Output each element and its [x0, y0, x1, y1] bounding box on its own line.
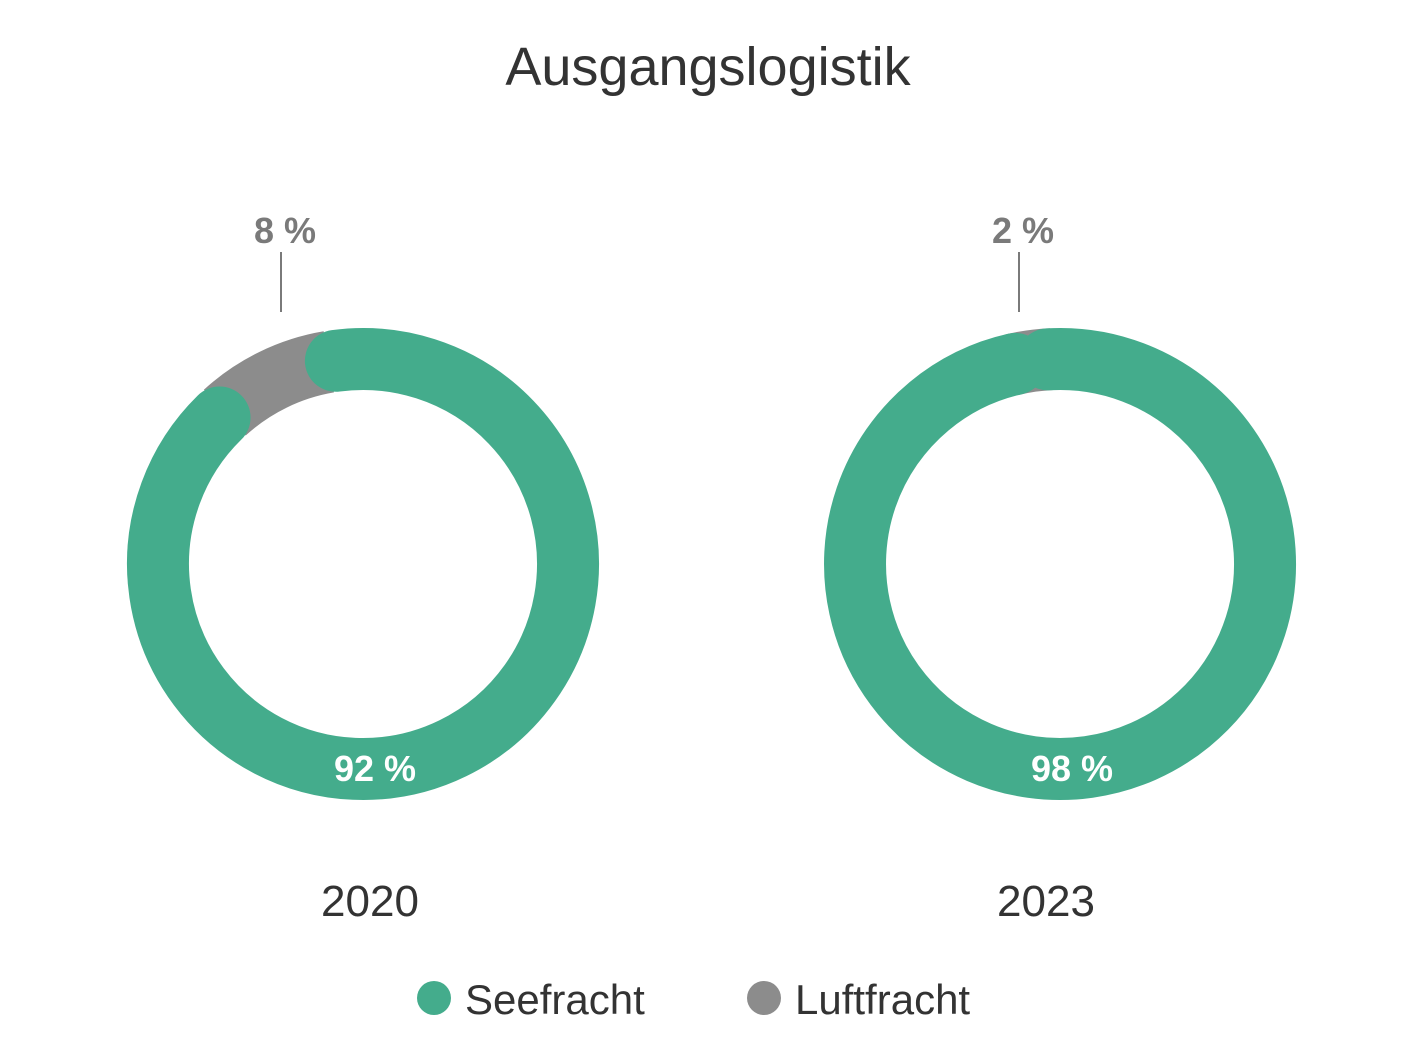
category-label-2020: 2020: [321, 877, 419, 926]
donut-charts: 92 % 8 % 2020 98 % 2 % 2023: [127, 210, 1297, 926]
legend-marker-seefracht: [417, 981, 451, 1015]
slice-seefracht-2020: [127, 328, 599, 800]
label-seefracht-2023: 98 %: [1031, 748, 1113, 789]
slice-seefracht-2023: [824, 328, 1297, 800]
label-luftfracht-2020: 8 %: [254, 210, 316, 251]
donut-2020: 92 % 8 % 2020: [127, 210, 599, 926]
donut-2023: 98 % 2 % 2023: [824, 210, 1297, 926]
legend-label-luftfracht: Luftfracht: [795, 976, 970, 1023]
category-label-2023: 2023: [997, 877, 1095, 926]
label-seefracht-2020: 92 %: [334, 748, 416, 789]
legend: Seefracht Luftfracht: [417, 976, 970, 1023]
legend-label-seefracht: Seefracht: [465, 976, 645, 1023]
label-luftfracht-2023: 2 %: [992, 210, 1054, 251]
legend-marker-luftfracht: [747, 981, 781, 1015]
chart-title: Ausgangslogistik: [505, 37, 911, 97]
